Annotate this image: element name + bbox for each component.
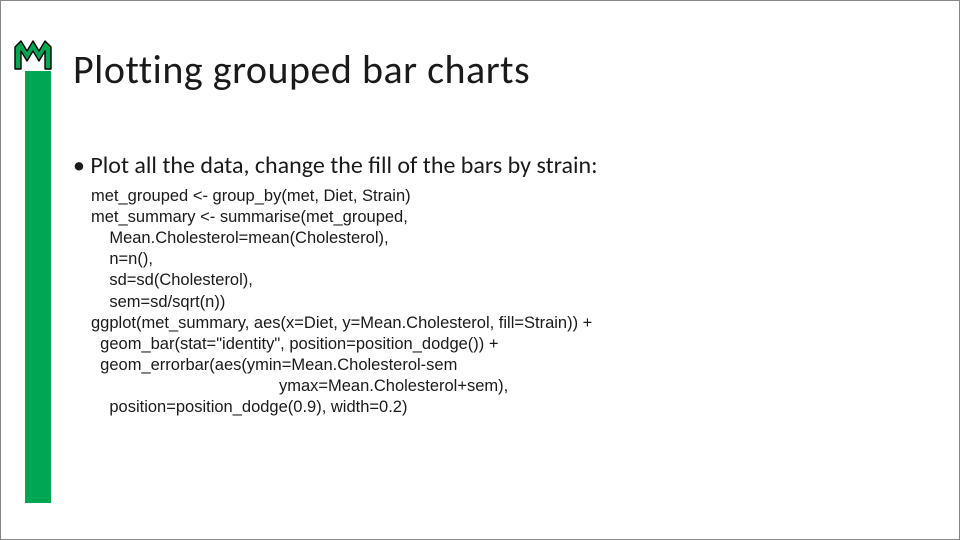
accent-bar <box>25 71 51 503</box>
slide-title: Plotting grouped bar charts <box>73 45 530 94</box>
code-block: met_grouped <- group_by(met, Diet, Strai… <box>91 186 893 418</box>
slide-content: • Plot all the data, change the fill of … <box>73 151 893 418</box>
logo-icon <box>11 37 55 73</box>
bullet-text: • Plot all the data, change the fill of … <box>73 151 893 180</box>
